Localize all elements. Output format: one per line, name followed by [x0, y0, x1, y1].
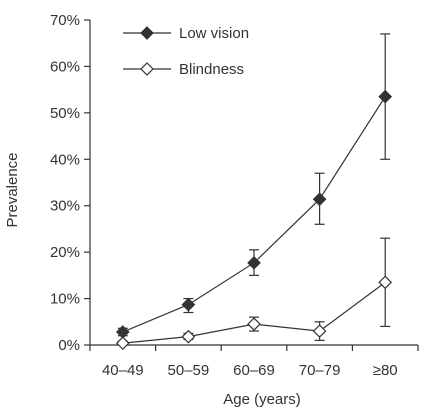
series-low-vision	[115, 33, 393, 339]
legend-label: Blindness	[179, 61, 244, 78]
legend-marker	[140, 26, 154, 40]
x-tick-label: 40–49	[102, 362, 144, 379]
data-point	[378, 275, 393, 290]
y-axis-ticks: 0% 10% 20% 30% 40% 50% 60% 70%	[50, 12, 90, 354]
x-tick-label: ≥80	[373, 362, 398, 379]
data-point	[312, 192, 327, 207]
y-axis-title: Prevalence	[4, 152, 21, 227]
legend-label: Low vision	[179, 25, 249, 42]
y-tick-label: 0%	[58, 337, 80, 354]
series-blindness	[115, 237, 393, 350]
y-tick-label: 20%	[50, 244, 80, 261]
x-axis-ticks: 40–49 50–59 60–69 70–79 ≥80	[89, 345, 419, 379]
legend-marker	[140, 62, 154, 76]
series-line	[122, 96, 386, 333]
y-tick-label: 30%	[50, 198, 80, 215]
y-tick-label: 40%	[50, 151, 80, 168]
y-tick-label: 70%	[50, 12, 80, 29]
series-line	[122, 281, 386, 344]
data-point	[378, 89, 393, 104]
x-tick-label: 50–59	[168, 362, 210, 379]
x-tick-label: 70–79	[299, 362, 341, 379]
x-tick-label: 60–69	[233, 362, 275, 379]
data-point	[181, 329, 196, 344]
data-point	[312, 324, 327, 338]
legend-item: Blindness	[123, 61, 244, 78]
data-point	[115, 336, 130, 350]
series-layer	[115, 33, 393, 350]
y-tick-label: 60%	[50, 58, 80, 75]
legend: Low vision Blindness	[123, 25, 249, 78]
x-axis-title: Age (years)	[223, 391, 301, 407]
y-tick-label: 10%	[50, 291, 80, 308]
data-point	[181, 297, 196, 312]
chart-axes	[89, 20, 418, 346]
legend-item: Low vision	[123, 25, 249, 42]
data-point	[247, 317, 261, 331]
y-tick-label: 50%	[50, 105, 80, 122]
data-point	[247, 255, 261, 270]
